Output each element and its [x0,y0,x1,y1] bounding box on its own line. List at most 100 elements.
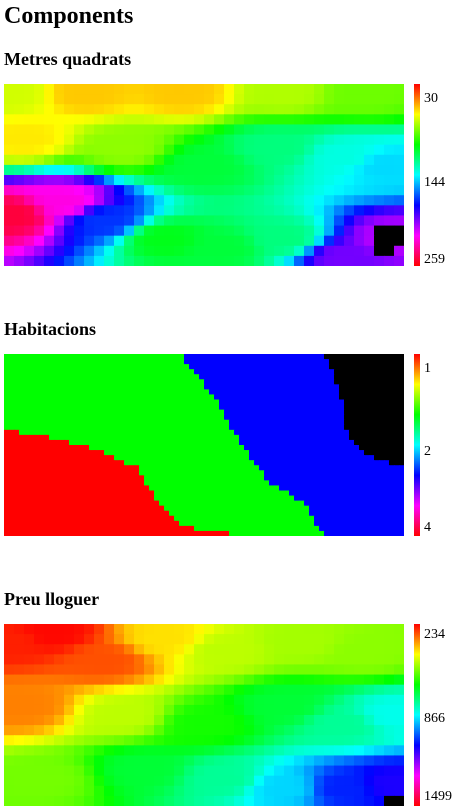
heatmap-cell [194,525,200,532]
heatmap-cell [224,235,235,247]
heatmap-cell [304,205,315,217]
heatmap-cell [354,384,360,390]
heatmap-cell [34,175,45,186]
heatmap-cell [224,644,235,655]
heatmap-cell [224,384,230,390]
heatmap-cell [309,455,315,461]
heatmap-cell [39,490,45,497]
heatmap-cell [84,215,95,227]
heatmap-cell [284,404,290,411]
heatmap-cell [139,510,145,517]
heatmap-cell [354,495,360,502]
heatmap-cell [394,735,404,746]
heatmap-cell [194,485,200,492]
heatmap-cell [194,715,205,726]
heatmap-cell [364,455,370,461]
heatmap-cell [274,480,280,487]
heatmap-cell [164,175,175,186]
heatmap-cell [364,624,375,635]
heatmap-cell [124,765,135,777]
heatmap-cell [334,144,345,156]
heatmap-cell [259,505,265,512]
heatmap-cell [84,694,95,706]
heatmap-cell [329,369,335,375]
heatmap-cell [94,134,105,146]
heatmap-cell [284,434,290,441]
heatmap-cell [154,434,160,441]
heatmap-cell [29,404,35,411]
heatmap-cell [39,389,45,396]
heatmap-cell [64,215,75,227]
heatmap-cell [224,434,230,441]
heatmap-cell [334,755,345,767]
heatmap-cell [309,384,315,390]
heatmap-cell [209,505,215,512]
heatmap-cell [319,490,325,497]
heatmap-cell [39,515,45,522]
heatmap-cell [184,359,190,365]
heatmap-cell [199,510,205,517]
heatmap-cell [394,399,400,406]
heatmap-cell [204,394,210,401]
heatmap-cell [114,624,125,635]
heatmap-cell [384,154,395,166]
heatmap-cell [264,185,275,196]
heatmap-cell [154,114,165,126]
heatmap-cell [304,409,310,416]
heatmap-cell [44,154,55,166]
heatmap-cell [44,795,55,806]
heatmap-cell [164,510,170,517]
heatmap-cell [334,384,340,390]
heatmap-cell [339,485,345,492]
heatmap-cell [189,394,195,401]
heatmap-cell [79,470,85,476]
heatmap-cell [259,389,265,396]
heatmap-cell [144,755,155,767]
heatmap-cell [274,439,280,446]
heatmap-cell [179,384,185,390]
heatmap-cell [279,419,285,426]
heatmap-cell [309,500,315,507]
heatmap-cell [24,424,30,431]
heatmap-cell [359,505,365,512]
heatmap-cell [274,450,280,456]
heatmap-cell [59,510,65,517]
heatmap-cell [174,500,180,507]
heatmap-cell [89,480,95,487]
heatmap-cell [174,775,185,787]
heatmap-cell [249,384,255,390]
heatmap-cell [64,175,75,186]
heatmap-cell [324,104,335,115]
heatmap-cell [104,175,115,186]
heatmap-cell [294,525,300,532]
heatmap-cell [159,424,165,431]
heatmap-cell [194,745,205,757]
heatmap-cell [44,389,50,396]
heatmap-cell [394,369,400,375]
heatmap-cell [34,775,45,787]
heatmap-cell [364,124,375,136]
heatmap-cell [189,455,195,461]
heatmap-cell [224,84,235,95]
heatmap-cell [309,389,315,396]
heatmap-cell [64,255,75,266]
heatmap-cell [374,134,385,146]
heatmap-cell [284,164,295,176]
heatmap-cell [164,424,170,431]
heatmap-cell [204,419,210,426]
heatmap-cell [334,399,340,406]
heatmap-cell [249,369,255,375]
heatmap-cell [44,785,55,797]
heatmap-cell [64,624,75,635]
heatmap-cell [169,439,175,446]
heatmap-cell [84,124,95,136]
heatmap-cell [54,104,65,115]
heatmap-cell [154,384,160,390]
heatmap-cell [284,379,290,385]
heatmap-cell [214,384,220,390]
heatmap-cell [79,439,85,446]
heatmap-cell [34,245,45,257]
heatmap-cell [209,409,215,416]
heatmap-cell [29,414,35,421]
heatmap-cell [349,455,355,461]
